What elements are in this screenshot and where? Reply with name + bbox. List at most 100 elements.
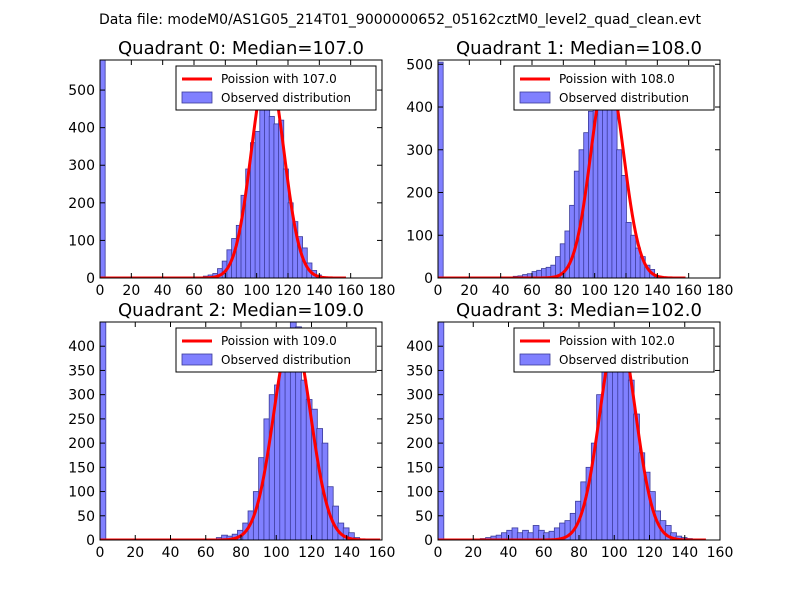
legend: Poission with 109.0 Observed distribution <box>175 327 377 373</box>
panels: Quadrant 0: Median=107.00 20 40 60 80 100 120 1… <box>68 38 733 561</box>
y-tick-label: 200 <box>406 436 433 452</box>
axes-frame <box>437 59 721 279</box>
histogram-bar <box>438 322 445 540</box>
x-tick-label: 160 <box>707 545 734 561</box>
poisson-curve <box>100 329 381 540</box>
y-tick-label: 500 <box>406 57 433 73</box>
y-tick-label: 100 <box>68 233 95 249</box>
legend-bar-swatch <box>519 91 551 104</box>
x-tick-label: 180 <box>707 283 734 299</box>
y-tick-label: 250 <box>406 412 433 428</box>
legend-bar-swatch <box>181 91 213 104</box>
x-tick-label: 20 <box>460 283 478 299</box>
histogram-bar <box>100 322 107 540</box>
x-tick-label: 120 <box>613 283 640 299</box>
y-tick-label: 0 <box>424 271 433 287</box>
x-tick-label: 0 <box>96 283 105 299</box>
poisson-curve <box>100 65 346 278</box>
y-tick-label: 350 <box>68 363 95 379</box>
legend-bar-swatch <box>181 353 213 366</box>
x-tick-label: 60 <box>185 283 203 299</box>
panel-title: Quadrant 1: Median=108.0 <box>456 38 702 59</box>
x-tick-label: 0 <box>434 283 443 299</box>
y-tick-label: 0 <box>424 533 433 549</box>
x-tick-label: 60 <box>535 545 553 561</box>
y-tick-label: 100 <box>406 485 433 501</box>
x-tick-label: 120 <box>275 283 302 299</box>
x-tick-label: 60 <box>523 283 541 299</box>
legend: Poission with 108.0 Observed distribution <box>513 65 715 111</box>
x-tick-label: 160 <box>369 545 396 561</box>
x-tick-label: 100 <box>601 545 628 561</box>
y-tick-label: 100 <box>68 485 95 501</box>
x-tick-label: 140 <box>671 545 698 561</box>
x-tick-label: 100 <box>581 283 608 299</box>
y-tick-label: 400 <box>68 121 95 137</box>
y-tick-label: 300 <box>406 143 433 159</box>
panel-title: Quadrant 2: Median=109.0 <box>118 300 364 321</box>
panel-title: Quadrant 0: Median=107.0 <box>118 38 364 59</box>
x-tick-label: 20 <box>122 283 140 299</box>
y-tick-label: 50 <box>415 509 433 525</box>
poisson-curve <box>438 327 706 540</box>
y-tick-label: 100 <box>406 228 433 244</box>
x-tick-label: 100 <box>243 283 270 299</box>
x-tick-label: 40 <box>154 283 172 299</box>
y-tick-label: 250 <box>68 412 95 428</box>
y-tick-label: 200 <box>406 186 433 202</box>
panel-title: Quadrant 3: Median=102.0 <box>456 300 702 321</box>
legend-bar-label: Observed distribution <box>221 353 351 367</box>
y-tick-label: 350 <box>406 363 433 379</box>
panel-quadrant-3: Quadrant 3: Median=102.0 0 20 40 60 80 100 120 1… <box>406 300 733 561</box>
bars <box>438 61 665 278</box>
y-tick-label: 200 <box>68 196 95 212</box>
legend-curve-label: Poission with 102.0 <box>559 334 675 348</box>
histogram-bar <box>100 60 106 278</box>
x-tick-label: 180 <box>369 283 396 299</box>
x-tick-label: 120 <box>636 545 663 561</box>
x-tick-label: 80 <box>216 283 234 299</box>
x-tick-label: 140 <box>306 283 333 299</box>
y-tick-label: 300 <box>406 388 433 404</box>
x-tick-label: 80 <box>570 545 588 561</box>
y-tick-label: 400 <box>406 100 433 116</box>
x-tick-label: 80 <box>232 545 250 561</box>
y-tick-label: 50 <box>77 509 95 525</box>
legend: Poission with 102.0 Observed distribution <box>513 327 715 373</box>
panel-quadrant-2: Quadrant 2: Median=109.0 0 20 40 60 80 100 120 1… <box>68 300 395 561</box>
y-tick-label: 400 <box>406 339 433 355</box>
legend-bar-label: Observed distribution <box>559 353 689 367</box>
poisson-curve <box>438 68 686 278</box>
y-tick-label: 200 <box>68 436 95 452</box>
legend: Poission with 107.0 Observed distribution <box>175 65 377 111</box>
y-tick-label: 150 <box>406 460 433 476</box>
legend-bar-label: Observed distribution <box>559 91 689 105</box>
y-tick-label: 400 <box>68 339 95 355</box>
x-tick-label: 80 <box>554 283 572 299</box>
x-tick-label: 40 <box>492 283 510 299</box>
x-tick-label: 100 <box>263 545 290 561</box>
legend-curve-label: Poission with 107.0 <box>221 72 337 86</box>
x-tick-label: 0 <box>96 545 105 561</box>
legend-bar-label: Observed distribution <box>221 91 351 105</box>
y-tick-label: 150 <box>68 460 95 476</box>
x-tick-label: 60 <box>197 545 215 561</box>
legend-curve-label: Poission with 108.0 <box>559 72 675 86</box>
panel-quadrant-1: Quadrant 1: Median=108.00 20 40 60 80 100 120 1… <box>406 38 733 299</box>
legend-curve-label: Poission with 109.0 <box>221 334 337 348</box>
y-tick-label: 300 <box>68 388 95 404</box>
y-tick-label: 0 <box>86 271 95 287</box>
x-tick-label: 160 <box>675 283 702 299</box>
x-tick-label: 20 <box>126 545 144 561</box>
x-tick-label: 160 <box>337 283 364 299</box>
x-tick-label: 120 <box>298 545 325 561</box>
y-tick-label: 0 <box>86 533 95 549</box>
y-tick-label: 300 <box>68 158 95 174</box>
panel-quadrant-0: Quadrant 0: Median=107.00 20 40 60 80 100 120 1… <box>68 38 395 299</box>
x-tick-label: 40 <box>500 545 518 561</box>
legend-bar-swatch <box>519 353 551 366</box>
x-tick-label: 140 <box>644 283 671 299</box>
x-tick-label: 140 <box>333 545 360 561</box>
histogram-bar <box>438 61 444 278</box>
